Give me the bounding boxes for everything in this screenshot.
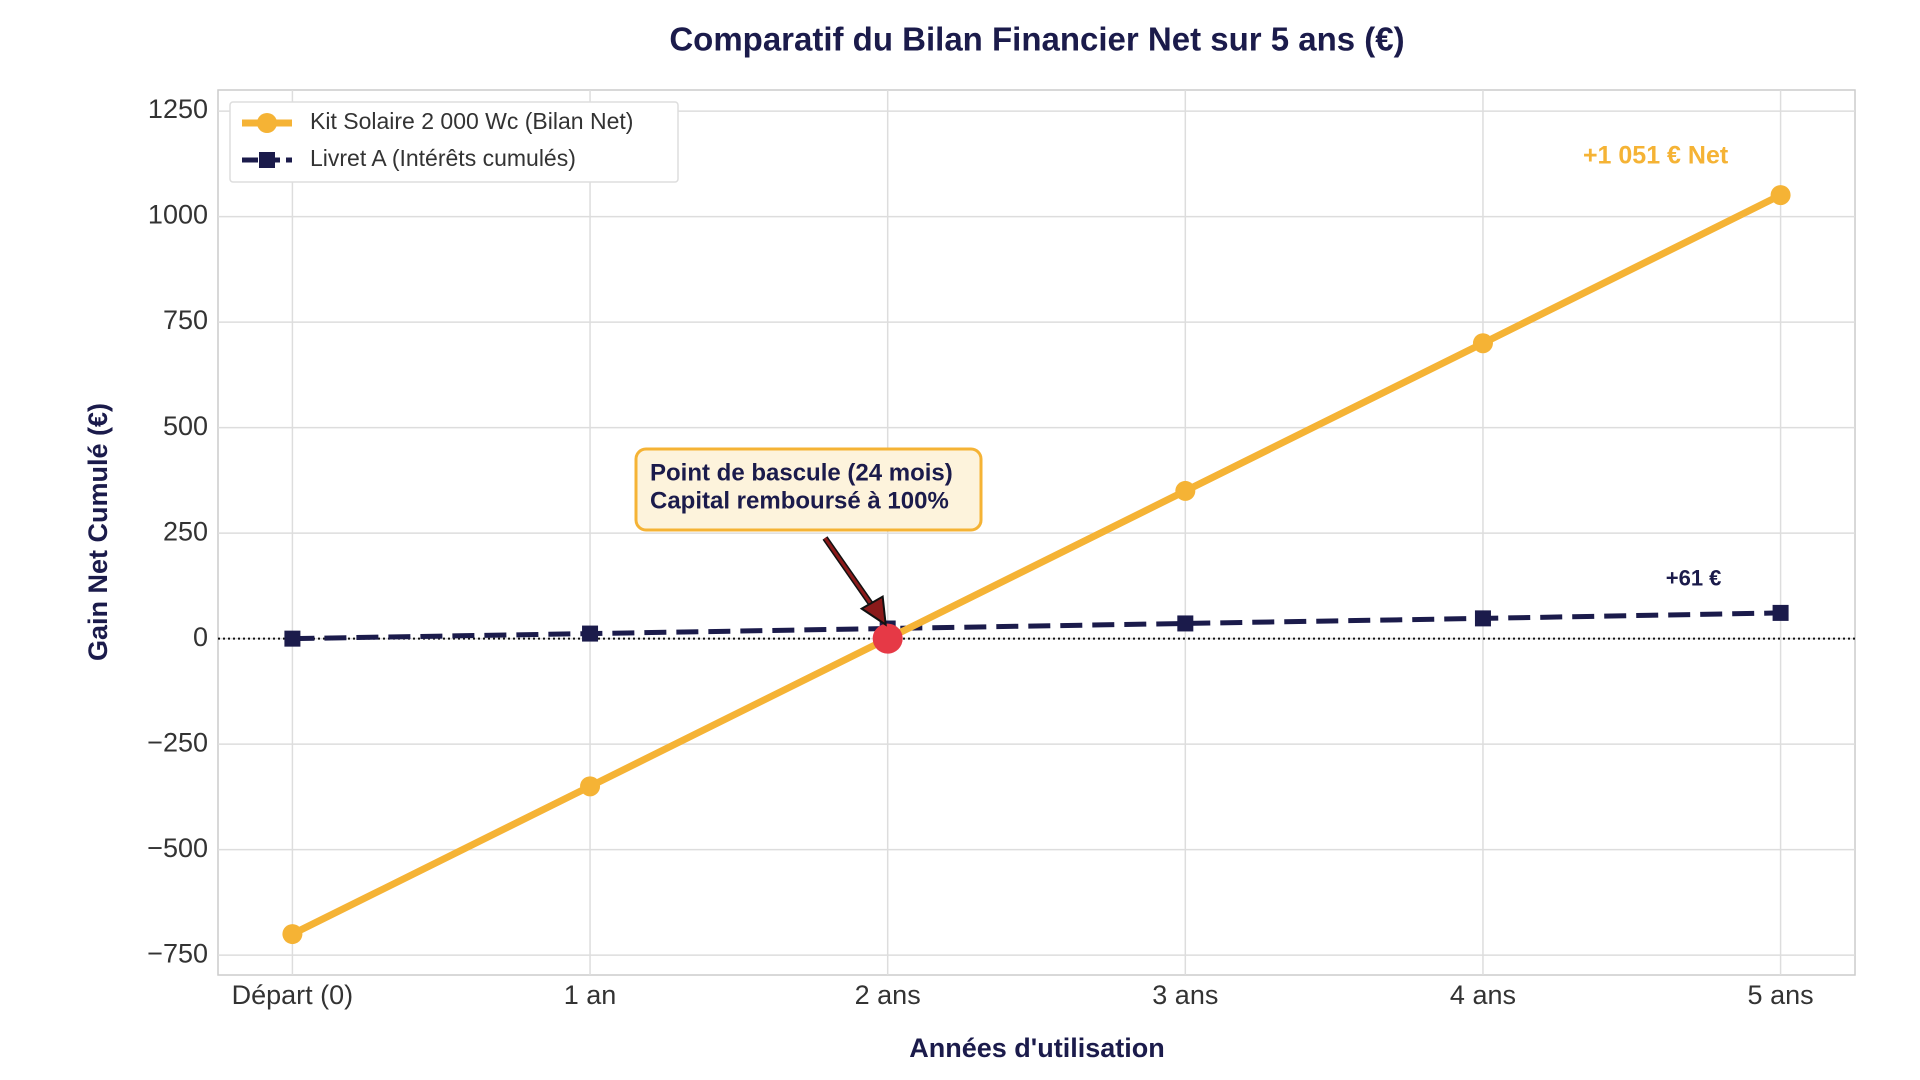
data-point xyxy=(1770,185,1791,206)
y-axis-label: Gain Net Cumulé (€) xyxy=(83,403,113,661)
x-tick-label: 4 ans xyxy=(1450,980,1516,1010)
y-tick-label: 0 xyxy=(193,622,208,652)
data-point xyxy=(1474,610,1491,627)
data-point xyxy=(1772,604,1789,621)
x-tick-label: 1 an xyxy=(564,980,617,1010)
y-tick-label: 750 xyxy=(163,305,208,335)
y-tick-label: 500 xyxy=(163,411,208,441)
y-tick-label: 1250 xyxy=(148,94,208,124)
annotation: +61 € xyxy=(1666,566,1722,591)
callout-arrowhead xyxy=(859,595,887,627)
chart-title: Comparatif du Bilan Financier Net sur 5 … xyxy=(669,21,1404,58)
data-point xyxy=(282,924,303,945)
data-point xyxy=(580,776,601,797)
data-point xyxy=(1472,333,1493,354)
legend: Kit Solaire 2 000 Wc (Bilan Net) Livret A… xyxy=(229,101,679,183)
data-point xyxy=(582,625,599,642)
y-tick-label: 250 xyxy=(163,516,208,546)
series-line xyxy=(290,191,1783,938)
legend-marker xyxy=(257,113,277,133)
data-point xyxy=(1175,480,1196,501)
callout-text: Capital remboursé à 100% xyxy=(650,487,949,514)
annotation: +1 051 € Net xyxy=(1583,142,1729,170)
legend-label: Kit Solaire 2 000 Wc (Bilan Net) xyxy=(310,108,633,134)
y-tick-label: 1000 xyxy=(148,200,208,230)
callout-text: Point de bascule (24 mois) xyxy=(650,459,953,486)
x-axis-label: Années d'utilisation xyxy=(909,1033,1164,1063)
y-tick-label: −500 xyxy=(147,833,208,863)
breakeven-point xyxy=(872,623,903,654)
data-point xyxy=(1177,615,1194,632)
x-tick-label: Départ (0) xyxy=(232,980,354,1010)
callout-box xyxy=(634,447,983,532)
data-point xyxy=(284,630,301,647)
x-tick-label: 2 ans xyxy=(855,980,921,1010)
x-tick-label: 5 ans xyxy=(1748,980,1814,1010)
y-tick-label: −750 xyxy=(147,938,208,968)
y-tick-label: −250 xyxy=(147,727,208,757)
legend-label: Livret A (Intérêts cumulés) xyxy=(310,145,576,171)
legend-marker xyxy=(259,152,275,168)
x-tick-label: 3 ans xyxy=(1152,980,1218,1010)
series-line xyxy=(292,610,1781,642)
legend-box xyxy=(229,101,679,183)
